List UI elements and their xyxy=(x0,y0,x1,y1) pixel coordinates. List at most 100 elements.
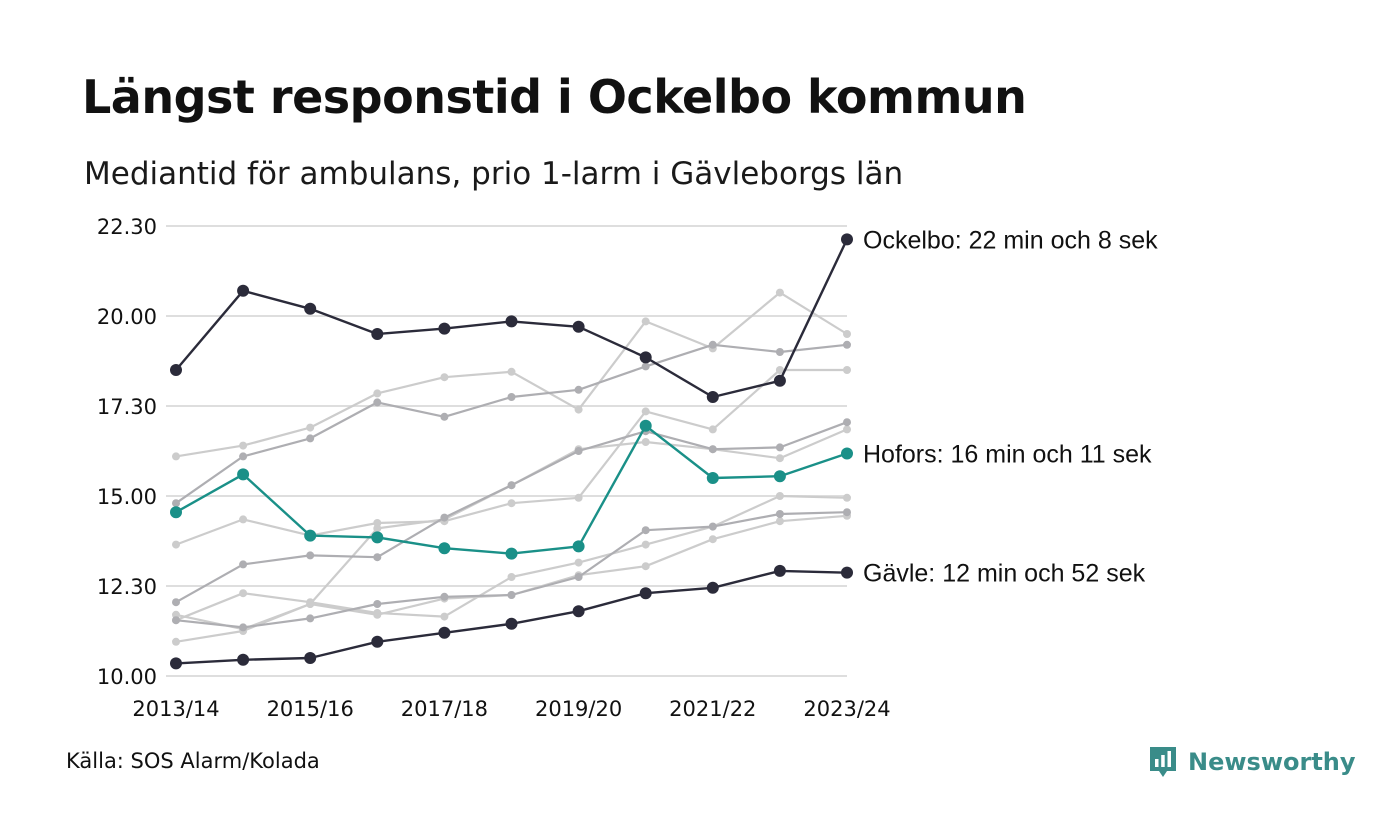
end-labels: Ockelbo: 22 min och 8 sek Hofors: 16 min … xyxy=(863,226,1158,587)
y-tick-label: 17.30 xyxy=(97,395,157,419)
data-point xyxy=(306,600,315,608)
data-point xyxy=(574,493,583,502)
data-point xyxy=(304,652,317,664)
data-point xyxy=(440,612,449,621)
data-point xyxy=(505,617,518,630)
data-point xyxy=(574,558,583,567)
data-point xyxy=(708,535,717,544)
data-point xyxy=(306,614,315,623)
data-point xyxy=(507,481,516,490)
data-point xyxy=(239,515,248,524)
brand-name: Newsworthy xyxy=(1188,748,1356,776)
data-point xyxy=(373,519,382,527)
end-label-g-vle: Gävle: 12 min och 52 sek xyxy=(863,560,1146,588)
data-point xyxy=(841,447,853,460)
x-axis-ticks: 2013/14 2015/16 2017/18 2019/20 2021/22 2023/… xyxy=(132,697,890,721)
data-point xyxy=(172,540,180,549)
data-point xyxy=(773,564,786,577)
data-point xyxy=(440,373,449,382)
data-point xyxy=(172,616,180,625)
series-background-0 xyxy=(172,288,851,461)
data-point xyxy=(306,551,315,560)
data-point xyxy=(440,513,449,522)
data-point xyxy=(373,553,382,562)
data-point xyxy=(843,366,851,374)
y-tick-label: 12.30 xyxy=(97,575,157,599)
data-point xyxy=(574,405,583,414)
data-point xyxy=(239,560,248,569)
data-point xyxy=(574,385,583,394)
data-point xyxy=(641,407,650,416)
data-point xyxy=(639,419,652,432)
series-line xyxy=(175,424,848,555)
data-point xyxy=(775,517,784,526)
data-point xyxy=(706,391,719,403)
data-point xyxy=(507,367,516,376)
data-point xyxy=(371,531,384,544)
data-point xyxy=(438,542,451,555)
series-background-1 xyxy=(172,340,851,508)
data-point xyxy=(775,443,784,452)
data-point xyxy=(572,320,585,333)
data-point xyxy=(170,506,182,519)
data-point xyxy=(706,472,719,484)
data-point xyxy=(507,393,516,401)
data-point xyxy=(843,340,851,349)
brand-logo: Newsworthy xyxy=(1148,744,1356,780)
data-point xyxy=(237,468,250,481)
data-point xyxy=(708,522,717,531)
data-point xyxy=(440,592,449,601)
y-tick-label: 10.00 xyxy=(97,665,157,689)
data-point xyxy=(438,322,451,335)
data-point xyxy=(843,493,851,502)
chart-subtitle: Mediantid för ambulans, prio 1-larm i Gä… xyxy=(84,156,904,192)
series-ockelbo xyxy=(170,233,853,403)
data-point xyxy=(775,510,784,518)
data-point xyxy=(440,412,449,421)
data-point xyxy=(239,441,248,450)
data-point xyxy=(507,573,516,581)
data-point xyxy=(708,445,717,454)
data-point xyxy=(373,398,382,407)
data-point xyxy=(641,317,650,326)
data-point xyxy=(237,284,250,297)
x-tick-label: 2015/16 xyxy=(267,697,354,721)
data-point xyxy=(641,438,650,446)
end-label-hofors: Hofors: 16 min och 11 sek xyxy=(863,441,1152,469)
data-point xyxy=(843,508,851,517)
data-point xyxy=(641,540,650,549)
data-point xyxy=(708,425,717,434)
data-point xyxy=(841,566,853,579)
data-point xyxy=(843,330,851,338)
data-point xyxy=(843,425,851,434)
data-point xyxy=(841,233,853,246)
series-g-vle xyxy=(170,564,853,670)
series-lines xyxy=(170,233,853,670)
x-tick-label: 2023/24 xyxy=(803,697,890,721)
data-point xyxy=(239,623,248,632)
y-tick-label: 20.00 xyxy=(97,305,157,329)
data-point xyxy=(306,423,315,432)
data-point xyxy=(641,362,650,371)
data-point xyxy=(172,499,180,508)
data-point xyxy=(170,364,182,376)
data-point xyxy=(505,315,518,328)
x-tick-label: 2017/18 xyxy=(401,697,488,721)
data-point xyxy=(843,418,851,427)
data-point xyxy=(373,600,382,608)
data-point xyxy=(639,351,652,364)
data-point xyxy=(304,302,317,315)
data-point xyxy=(505,547,518,560)
data-point xyxy=(371,635,384,648)
data-point xyxy=(775,492,784,500)
y-axis-ticks: 10.00 12.30 15.00 17.30 20.00 22.30 xyxy=(97,215,157,689)
newsworthy-logo-icon xyxy=(1150,747,1176,777)
data-point xyxy=(172,598,180,607)
data-point xyxy=(775,288,784,297)
data-point xyxy=(574,573,583,581)
data-point xyxy=(172,637,180,646)
data-point xyxy=(170,657,182,670)
x-tick-label: 2021/22 xyxy=(669,697,756,721)
data-point xyxy=(773,470,786,483)
data-point xyxy=(172,452,180,461)
